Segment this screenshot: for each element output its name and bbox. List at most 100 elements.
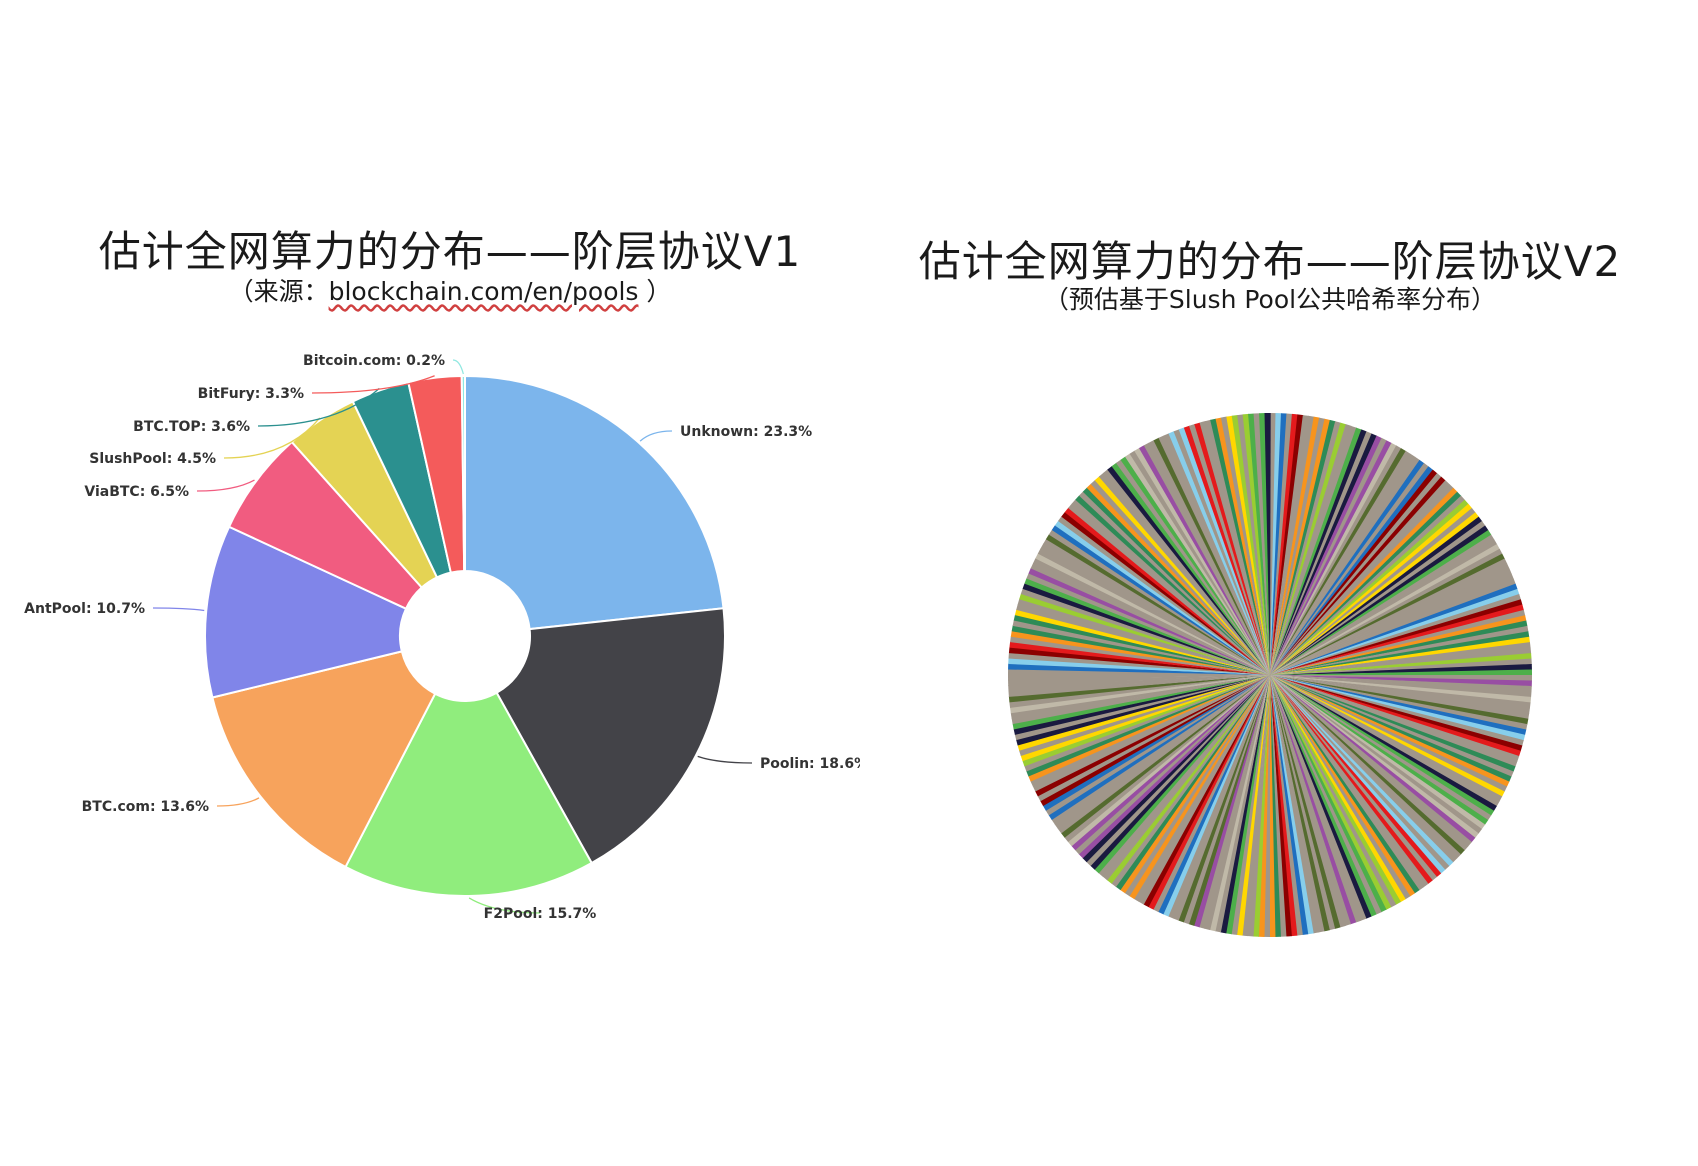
slice[interactable] bbox=[1220, 416, 1270, 675]
slice[interactable] bbox=[1270, 675, 1461, 859]
slice[interactable] bbox=[1270, 675, 1377, 917]
slice[interactable] bbox=[1270, 620, 1528, 675]
slice[interactable] bbox=[1270, 615, 1527, 675]
slice[interactable] bbox=[1270, 675, 1424, 891]
slice[interactable] bbox=[1270, 675, 1325, 933]
slice[interactable] bbox=[1124, 675, 1270, 897]
slice[interactable] bbox=[1143, 675, 1270, 908]
slice[interactable] bbox=[1094, 476, 1270, 675]
slice[interactable] bbox=[1270, 473, 1442, 675]
slice[interactable] bbox=[1270, 653, 1532, 675]
slice[interactable] bbox=[1270, 675, 1292, 937]
slice[interactable] bbox=[1102, 469, 1270, 675]
slice[interactable] bbox=[1060, 675, 1270, 838]
slice[interactable] bbox=[1071, 499, 1270, 675]
slice[interactable] bbox=[1204, 419, 1270, 675]
slice[interactable] bbox=[1068, 503, 1270, 675]
slice[interactable] bbox=[1270, 476, 1446, 675]
slice[interactable] bbox=[1020, 675, 1270, 762]
slice[interactable] bbox=[1270, 675, 1479, 839]
slice[interactable] bbox=[1270, 675, 1392, 910]
slice-bitcoin-com[interactable] bbox=[460, 374, 466, 573]
slice[interactable] bbox=[1270, 544, 1500, 675]
slice[interactable] bbox=[1270, 675, 1500, 807]
slice[interactable] bbox=[1270, 675, 1406, 903]
slice[interactable] bbox=[1107, 465, 1270, 675]
slice[interactable] bbox=[1086, 483, 1270, 675]
slice[interactable] bbox=[1035, 553, 1270, 675]
slice[interactable] bbox=[1013, 675, 1270, 735]
slice[interactable] bbox=[1270, 675, 1303, 936]
slice[interactable] bbox=[1270, 625, 1529, 675]
slice[interactable] bbox=[1064, 507, 1270, 675]
slice[interactable] bbox=[1270, 675, 1330, 932]
slice[interactable] bbox=[1270, 525, 1489, 675]
slice[interactable] bbox=[1231, 414, 1270, 675]
slice[interactable] bbox=[1051, 524, 1270, 675]
slice[interactable] bbox=[1032, 557, 1270, 675]
slice[interactable] bbox=[1270, 573, 1514, 675]
slice[interactable] bbox=[1098, 675, 1270, 877]
slice[interactable] bbox=[1051, 675, 1270, 825]
slice[interactable] bbox=[1270, 594, 1522, 675]
slice[interactable] bbox=[1199, 421, 1270, 675]
slice[interactable] bbox=[1270, 636, 1531, 675]
slice[interactable] bbox=[1248, 413, 1270, 675]
slice[interactable] bbox=[1270, 588, 1520, 675]
slice[interactable] bbox=[1152, 675, 1270, 913]
slice[interactable] bbox=[1270, 604, 1524, 675]
slice[interactable] bbox=[1269, 675, 1276, 937]
slice[interactable] bbox=[1148, 675, 1270, 910]
slice[interactable] bbox=[1270, 675, 1281, 937]
slice[interactable] bbox=[1090, 479, 1270, 675]
slice[interactable] bbox=[1270, 459, 1425, 675]
slice[interactable] bbox=[1270, 521, 1486, 675]
slice[interactable] bbox=[1167, 675, 1270, 919]
slice[interactable] bbox=[1172, 675, 1270, 921]
slice[interactable] bbox=[1270, 442, 1397, 675]
slice-unknown[interactable] bbox=[464, 374, 725, 631]
slice[interactable] bbox=[1009, 675, 1270, 708]
slice[interactable] bbox=[1010, 675, 1270, 719]
slice[interactable] bbox=[1242, 413, 1270, 675]
slice[interactable] bbox=[1173, 429, 1270, 675]
slice[interactable] bbox=[1057, 675, 1270, 834]
slice-antpool[interactable] bbox=[204, 525, 408, 699]
slice[interactable] bbox=[1270, 675, 1503, 802]
slice[interactable] bbox=[1270, 658, 1532, 675]
slice[interactable] bbox=[1270, 431, 1373, 675]
slice[interactable] bbox=[1079, 491, 1270, 675]
slice[interactable] bbox=[1008, 675, 1270, 697]
slice[interactable] bbox=[1270, 675, 1387, 913]
slice[interactable] bbox=[1270, 675, 1510, 788]
slice[interactable] bbox=[1189, 423, 1270, 675]
slice[interactable] bbox=[1270, 675, 1341, 929]
slice[interactable] bbox=[1153, 437, 1270, 675]
slice[interactable] bbox=[1270, 675, 1512, 783]
slice[interactable] bbox=[1270, 675, 1357, 925]
slice[interactable] bbox=[1075, 495, 1270, 675]
slice[interactable] bbox=[1018, 675, 1270, 756]
slice[interactable] bbox=[1270, 675, 1287, 937]
slice[interactable] bbox=[1138, 675, 1270, 905]
slice[interactable] bbox=[1270, 675, 1320, 934]
slice[interactable] bbox=[1270, 495, 1466, 675]
slice[interactable] bbox=[1270, 675, 1489, 826]
slice[interactable] bbox=[1078, 675, 1270, 859]
slice[interactable] bbox=[1067, 675, 1270, 847]
slice[interactable] bbox=[1042, 675, 1270, 811]
slice[interactable] bbox=[1270, 647, 1532, 675]
slice[interactable] bbox=[1048, 529, 1270, 675]
slice[interactable] bbox=[1270, 563, 1510, 675]
slice[interactable] bbox=[1270, 675, 1309, 936]
slice[interactable] bbox=[1270, 539, 1498, 675]
slice[interactable] bbox=[1270, 599, 1523, 675]
slice[interactable] bbox=[1011, 675, 1270, 725]
slice[interactable] bbox=[1120, 456, 1270, 675]
slice[interactable] bbox=[1270, 469, 1438, 675]
slice[interactable] bbox=[1162, 675, 1270, 917]
slice[interactable] bbox=[1270, 675, 1486, 830]
slice[interactable] bbox=[1270, 445, 1402, 675]
slice[interactable] bbox=[1016, 675, 1270, 746]
slice[interactable] bbox=[1143, 442, 1270, 675]
